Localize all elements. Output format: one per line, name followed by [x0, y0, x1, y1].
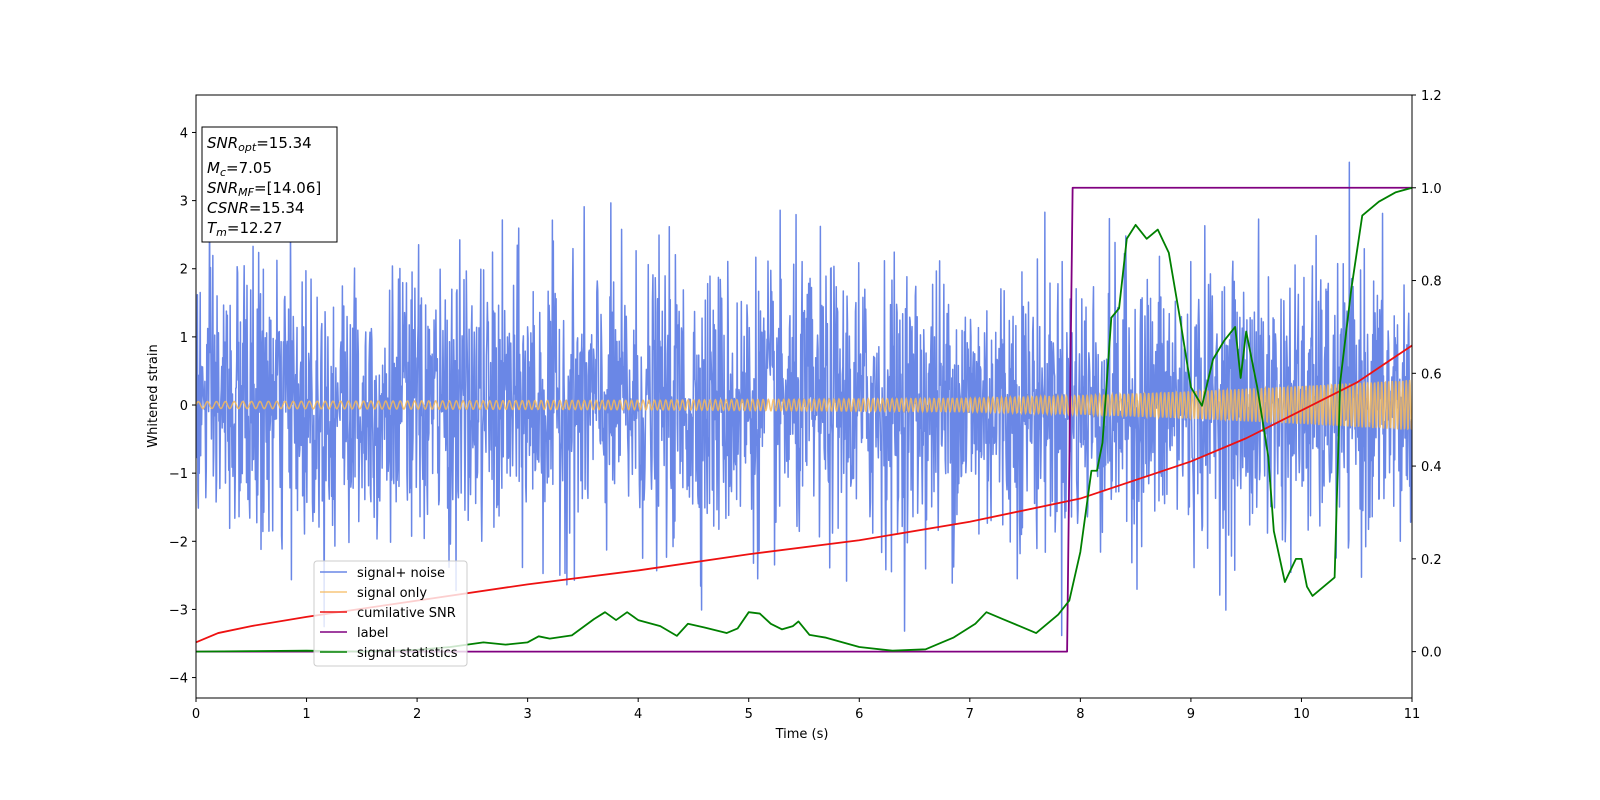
y2-tick-label: 1.2: [1421, 89, 1442, 104]
x-tick-label: 5: [745, 707, 753, 722]
annotation-tm: Tm=12.27: [207, 219, 282, 239]
legend-entry-label: label: [320, 626, 388, 641]
x-axis: 0 1 2 3 4 5 6 7 8 9 10 11: [192, 698, 1420, 722]
y2-tick-label: 0.0: [1421, 646, 1442, 661]
y2-tick-label: 0.6: [1421, 367, 1442, 382]
y-axis: −4 −3 −2 −1 0 1 2 3 4: [169, 126, 196, 687]
legend-entry-signal-only: signal only: [320, 586, 427, 601]
series-signal-statistics: [196, 186, 1412, 653]
series-signal-only: [196, 379, 1412, 431]
y-tick-label: −4: [169, 672, 188, 687]
legend-label: cumilative SNR: [357, 606, 456, 621]
x-tick-label: 1: [302, 707, 310, 722]
series-label: [196, 186, 1412, 653]
legend-label: signal statistics: [357, 646, 458, 661]
y2-tick-label: 0.8: [1421, 275, 1442, 290]
series-signal-noise: [196, 161, 1412, 637]
y-tick-label: 4: [180, 126, 188, 141]
y-tick-label: 0: [180, 399, 188, 414]
y-tick-label: 2: [180, 263, 188, 278]
y-tick-label: 3: [180, 195, 188, 210]
x-tick-label: 8: [1076, 707, 1084, 722]
legend-frame: [313, 560, 468, 667]
y2-tick-label: 0.4: [1421, 460, 1442, 475]
annotation-box: SNRopt=15.34 Mc=7.05 SNRMF=[14.06] CSNR=…: [201, 126, 338, 243]
y-tick-label: 1: [180, 331, 188, 346]
x-tick-label: 10: [1293, 707, 1310, 722]
legend-entry-cumilative-snr: cumilative SNR: [320, 606, 456, 621]
legend-entry-signal-statistics: signal statistics: [320, 646, 458, 661]
y-tick-label: −2: [169, 535, 188, 550]
legend-label: signal+ noise: [357, 566, 445, 581]
legend-entry-signal-noise: signal+ noise: [320, 566, 445, 581]
annotation-mc: Mc=7.05: [207, 159, 272, 179]
x-tick-label: 7: [966, 707, 974, 722]
x-tick-label: 2: [413, 707, 421, 722]
legend-label: label: [357, 626, 388, 641]
y-tick-label: −1: [169, 467, 188, 482]
x-tick-label: 4: [634, 707, 642, 722]
y-tick-label: −3: [169, 603, 188, 618]
y2-axis: 0.0 0.2 0.4 0.6 0.8 1.0 1.2: [1412, 89, 1442, 661]
x-tick-label: 9: [1187, 707, 1195, 722]
annotation-snr-opt: SNRopt=15.34: [207, 134, 312, 154]
series-cumilative-snr: [196, 344, 1412, 644]
legend-label: signal only: [357, 586, 427, 601]
plot-area: [196, 161, 1412, 653]
legend: signal+ noise signal only cumilative SNR…: [313, 560, 468, 667]
annotation-csnr: CSNR=15.34: [207, 199, 304, 217]
y-axis-label: Whitened strain: [146, 344, 161, 447]
y2-tick-label: 1.0: [1421, 182, 1442, 197]
plot-frame: [195, 94, 1413, 699]
y2-tick-label: 0.2: [1421, 553, 1442, 568]
x-tick-label: 6: [855, 707, 863, 722]
x-axis-label: Time (s): [775, 727, 829, 742]
x-tick-label: 11: [1404, 707, 1421, 722]
x-tick-label: 0: [192, 707, 200, 722]
annotation-snr-mf: SNRMF=[14.06]: [207, 179, 321, 199]
x-tick-label: 3: [523, 707, 531, 722]
